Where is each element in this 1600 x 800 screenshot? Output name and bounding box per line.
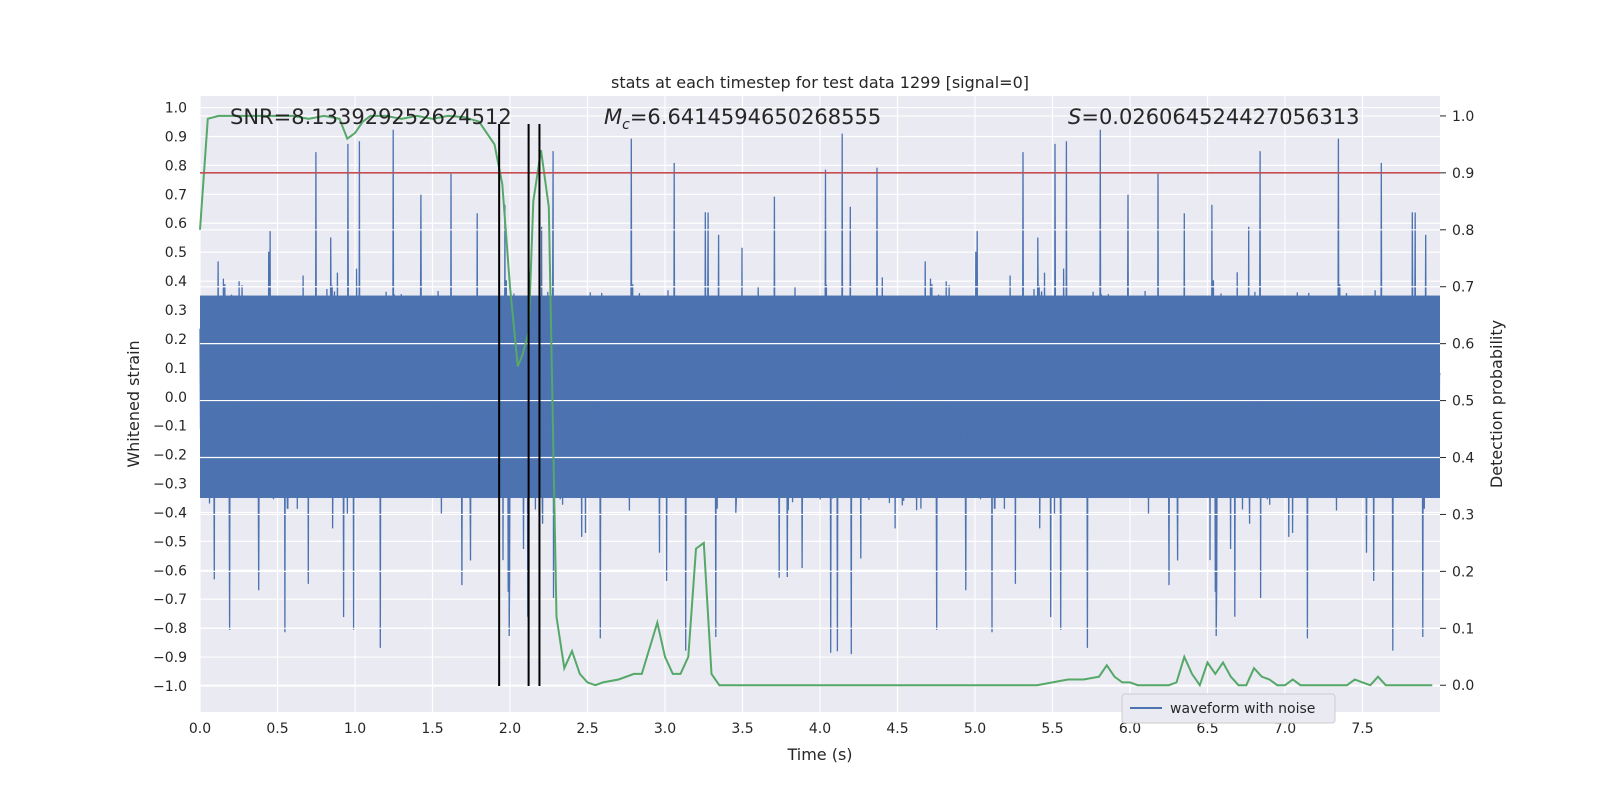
s-annotation: S=0.026064524427056313 — [1068, 105, 1359, 129]
y2-tick-label: 0.8 — [1452, 223, 1474, 239]
y2-tick-label: 0.3 — [1452, 507, 1474, 523]
x-tick-label: 7.5 — [1351, 721, 1373, 737]
y-tick-label: 0.0 — [165, 390, 187, 406]
x-tick-label: 5.0 — [964, 721, 986, 737]
x-tick-label: 3.0 — [654, 721, 676, 737]
legend: waveform with noise — [1121, 693, 1336, 724]
probability-line — [199, 114, 1433, 688]
x-tick-label: 4.0 — [809, 721, 831, 737]
waveform-line — [199, 129, 1441, 655]
waveform-series — [199, 129, 1441, 655]
legend-box — [1121, 693, 1336, 724]
y-ticks: 1.0 0.9 0.8 0.7 0.6 0.5 0.4 0.3 0.2 0.1 0.0 −0.1 −0.… — [153, 101, 187, 695]
y2-tick-label: 0.0 — [1452, 678, 1474, 694]
y-axis-label: Whitened strain — [124, 340, 143, 467]
chart-title: stats at each timestep for test data 129… — [611, 73, 1029, 92]
y-tick-label: 0.7 — [165, 187, 187, 203]
x-ticks: 0.0 0.5 1.0 1.5 2.0 2.5 3.0 3.5 4.0 4.5 5.0 5.5 6.0 6… — [189, 721, 1374, 737]
y2-tick-label: 0.9 — [1452, 166, 1474, 182]
y-tick-label: −0.8 — [153, 621, 187, 637]
chirp-mass-subscript: c — [622, 117, 630, 133]
y2-tick-label: 0.7 — [1452, 280, 1474, 296]
y-tick-label: 1.0 — [165, 101, 187, 117]
y-tick-label: −0.4 — [153, 505, 187, 521]
y-tick-label: −0.9 — [153, 650, 187, 666]
x-tick-label: 3.5 — [731, 721, 753, 737]
y-tick-label: 0.4 — [165, 274, 187, 290]
y-tick-label: 0.2 — [165, 332, 187, 348]
legend-label: waveform with noise — [1170, 701, 1315, 717]
y-tick-label: −0.6 — [153, 563, 187, 579]
x-tick-label: 6.0 — [1119, 721, 1141, 737]
chirp-mass-symbol: M — [604, 105, 622, 129]
y2-tick-label: 0.1 — [1452, 621, 1474, 637]
chirp-mass-value: =6.6414594650268555 — [630, 105, 881, 129]
y-tick-label: 0.6 — [165, 216, 187, 232]
x-tick-label: 1.5 — [421, 721, 443, 737]
x-tick-label: 6.5 — [1196, 721, 1218, 737]
x-axis-label: Time (s) — [786, 745, 852, 764]
probability-series — [199, 114, 1433, 688]
y2-tick-label: 0.2 — [1452, 564, 1474, 580]
s-symbol: S — [1068, 105, 1081, 129]
x-tick-label: 0.0 — [189, 721, 211, 737]
y2-axis-label: Detection probability — [1487, 320, 1506, 488]
chirp-mass-annotation: Mc=6.6414594650268555 — [604, 105, 881, 133]
x-tick-label: 4.5 — [886, 721, 908, 737]
s-value: =0.026064524427056313 — [1081, 105, 1359, 129]
y-tick-label: 0.3 — [165, 303, 187, 319]
y2-tick-label: 0.6 — [1452, 337, 1474, 353]
markers — [200, 124, 1440, 686]
y2-tick-label: 0.4 — [1452, 451, 1474, 467]
snr-annotation: SNR=8.133929252624512 — [230, 105, 512, 129]
y-tick-label: −0.5 — [153, 534, 187, 550]
y-tick-label: 0.8 — [165, 158, 187, 174]
x-tick-label: 2.0 — [499, 721, 521, 737]
y-tick-label: 0.5 — [165, 245, 187, 261]
y2-tick-label: 0.5 — [1452, 394, 1474, 410]
x-tick-label: 7.0 — [1274, 721, 1296, 737]
y2-tick-label: 1.0 — [1452, 109, 1474, 125]
x-tick-label: 5.5 — [1041, 721, 1063, 737]
x-tick-label: 2.5 — [576, 721, 598, 737]
y-tick-label: −0.3 — [153, 477, 187, 493]
y-tick-label: −0.2 — [153, 448, 187, 464]
y-tick-label: 0.1 — [165, 361, 187, 377]
y-tick-label: −0.1 — [153, 419, 187, 435]
y-tick-label: −0.7 — [153, 592, 187, 608]
x-tick-label: 1.0 — [344, 721, 366, 737]
y-tick-label: 0.9 — [165, 129, 187, 145]
x-tick-label: 0.5 — [266, 721, 288, 737]
y2-ticks: 1.0 0.9 0.8 0.7 0.6 0.5 0.4 0.3 0.2 0.1 0.0 — [1440, 109, 1474, 694]
y-tick-label: −1.0 — [153, 679, 187, 695]
